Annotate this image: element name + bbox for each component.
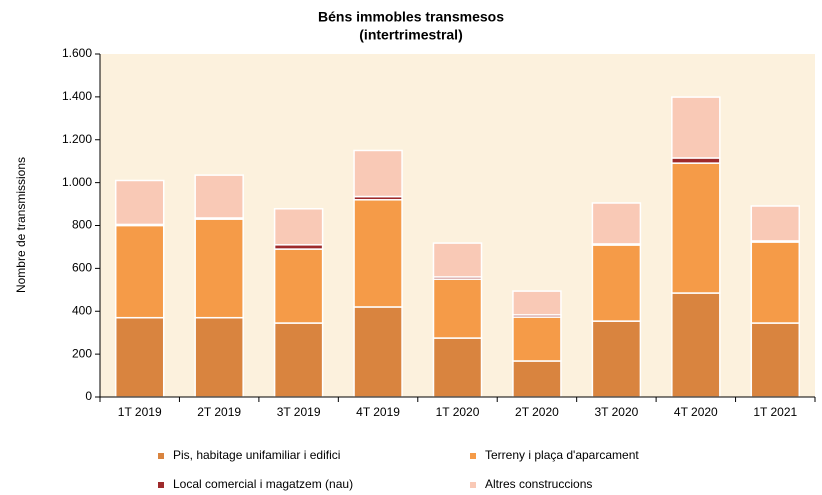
bar-segment — [750, 241, 801, 324]
x-tick-label: 3T 2019 — [277, 405, 321, 419]
chart-title: Béns immobles transmesos — [318, 9, 504, 25]
x-tick-label: 1T 2021 — [753, 405, 797, 419]
bar-segment — [273, 248, 324, 324]
x-tick-label: 2T 2020 — [515, 405, 559, 419]
legend-label: Pis, habitage unifamiliar i edifici — [173, 448, 340, 462]
bar-segment — [591, 320, 642, 398]
bar-segment — [353, 199, 403, 308]
bar-segment — [671, 162, 721, 294]
bar-segment — [194, 316, 244, 398]
bar-segment — [353, 149, 403, 198]
x-tick-label: 1T 2020 — [436, 405, 480, 419]
bar-segment — [671, 96, 721, 159]
legend-swatch — [470, 482, 476, 488]
bar-segment — [432, 337, 483, 398]
y-tick-label: 1.200 — [62, 132, 92, 146]
bar-segment — [432, 278, 483, 339]
bar-segment — [512, 290, 562, 316]
bar-segment — [671, 157, 721, 164]
bar-segment — [591, 202, 642, 245]
bar-segment — [114, 224, 165, 319]
bar-segment — [114, 316, 165, 398]
bar-segment — [591, 244, 642, 322]
chart-subtitle: (intertrimestral) — [359, 27, 462, 43]
legend-swatch — [470, 453, 476, 459]
x-tick-label: 3T 2020 — [594, 405, 638, 419]
y-axis-label: Nombre de transmissions — [14, 157, 28, 293]
legend-label: Altres construccions — [485, 477, 592, 491]
bar-segment — [353, 306, 403, 398]
bar-segment — [512, 360, 562, 398]
bar-segment — [273, 322, 324, 398]
y-tick-label: 200 — [72, 346, 92, 360]
legend-swatch — [158, 453, 164, 459]
bar-segment — [194, 174, 244, 219]
bar-segment — [750, 322, 801, 398]
legend-label: Terreny i plaça d'aparcament — [485, 448, 639, 462]
legend-label: Local comercial i magatzem (nau) — [173, 477, 353, 491]
bar-segment — [273, 208, 324, 246]
bar-segment — [114, 179, 165, 226]
y-tick-label: 800 — [72, 218, 92, 232]
bar-segment — [432, 242, 483, 278]
y-tick-label: 1.000 — [62, 175, 92, 189]
bar-segment — [671, 292, 721, 398]
legend-swatch — [158, 482, 164, 488]
bar-segment — [194, 218, 244, 319]
x-tick-label: 4T 2020 — [674, 405, 718, 419]
x-tick-label: 2T 2019 — [197, 405, 241, 419]
x-tick-label: 1T 2019 — [118, 405, 162, 419]
y-tick-label: 600 — [72, 261, 92, 275]
y-tick-label: 1.400 — [62, 89, 92, 103]
bar-segment — [750, 205, 801, 242]
bar-segment — [512, 316, 562, 362]
x-tick-label: 4T 2019 — [356, 405, 400, 419]
y-tick-label: 400 — [72, 303, 92, 317]
y-tick-label: 1.600 — [62, 46, 92, 60]
y-tick-label: 0 — [85, 389, 92, 403]
